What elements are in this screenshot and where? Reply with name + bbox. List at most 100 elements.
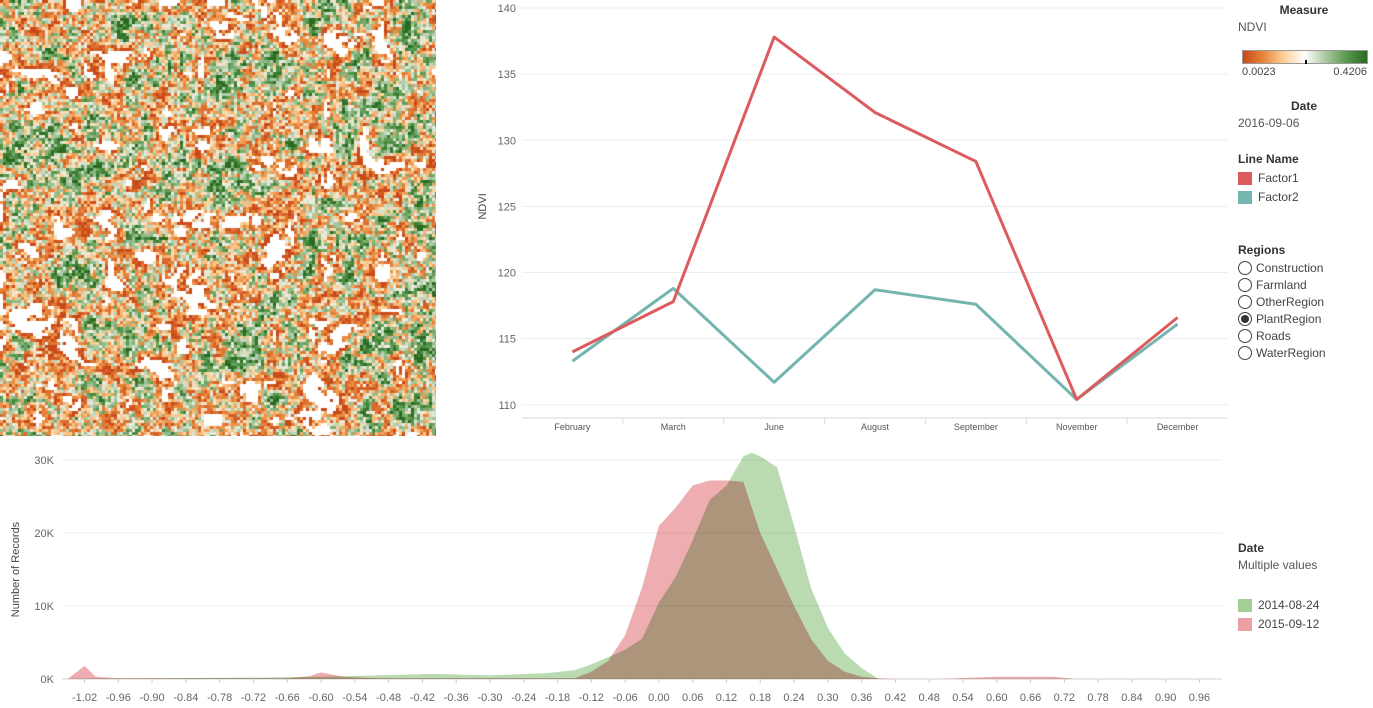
x-tick-label: 0.54 bbox=[952, 692, 973, 704]
x-tick-label: November bbox=[1056, 422, 1098, 432]
radio-icon[interactable] bbox=[1238, 328, 1252, 343]
factor2-swatch bbox=[1238, 190, 1252, 204]
date-2014-swatch bbox=[1238, 598, 1252, 612]
y-tick-label: 120 bbox=[498, 268, 516, 280]
region-label: WaterRegion bbox=[1256, 345, 1326, 360]
radio-icon[interactable] bbox=[1238, 277, 1252, 292]
region-label: Construction bbox=[1256, 260, 1324, 275]
x-tick-label: 0.66 bbox=[1020, 692, 1041, 704]
x-tick-label: 0.96 bbox=[1189, 692, 1210, 704]
x-tick-label: -0.06 bbox=[613, 692, 638, 704]
line-name-legend-title: Line Name bbox=[1238, 152, 1299, 166]
x-tick-label: -0.72 bbox=[241, 692, 266, 704]
date-2015-label: 2015-09-12 bbox=[1258, 617, 1320, 631]
region-label: Roads bbox=[1256, 328, 1291, 343]
radio-icon[interactable] bbox=[1238, 294, 1252, 309]
histogram-area-chart: 0K 10K 20K 30K -1.02 -0.96 -0.90 -0.84 -0.78 -0.7… bbox=[10, 452, 1222, 704]
region-label: Farmland bbox=[1256, 277, 1307, 292]
x-tick-label: 0.60 bbox=[986, 692, 1007, 704]
date-legend: Date 2016-09-06 bbox=[1238, 99, 1370, 130]
y-tick-label: 125 bbox=[498, 201, 516, 213]
region-option-otherregion[interactable]: OtherRegion bbox=[1238, 293, 1370, 310]
date-filter-legend: Date Multiple values 2014-08-24 2015-09-… bbox=[1238, 541, 1370, 631]
x-tick-label: 0.84 bbox=[1121, 692, 1142, 704]
x-tick-label: -0.48 bbox=[376, 692, 401, 704]
date-2014-label: 2014-08-24 bbox=[1258, 598, 1320, 612]
x-tick-label: 0.12 bbox=[716, 692, 737, 704]
x-tick-label: 0.78 bbox=[1087, 692, 1108, 704]
x-tick-label: 0.72 bbox=[1054, 692, 1075, 704]
x-tick-label: -0.18 bbox=[545, 692, 570, 704]
x-tick-label: -0.96 bbox=[106, 692, 131, 704]
region-option-roads[interactable]: Roads bbox=[1238, 327, 1370, 344]
x-tick-label: -0.24 bbox=[511, 692, 536, 704]
ramp-max-label: 0.4206 bbox=[1333, 66, 1367, 78]
date-legend-value: 2016-09-06 bbox=[1238, 116, 1300, 130]
x-tick-label: 0.48 bbox=[918, 692, 939, 704]
y-tick-label: 0K bbox=[41, 674, 55, 686]
legend-item-2015[interactable]: 2015-09-12 bbox=[1238, 617, 1370, 631]
y-axis-title: Number of Records bbox=[10, 521, 22, 617]
region-option-construction[interactable]: Construction bbox=[1238, 259, 1370, 276]
x-tick-label: -0.54 bbox=[342, 692, 367, 704]
ndvi-map bbox=[0, 0, 436, 436]
date-legend-title: Date bbox=[1290, 99, 1317, 113]
x-tick-label: -0.42 bbox=[410, 692, 435, 704]
x-tick-label: -0.78 bbox=[207, 692, 232, 704]
x-tick-label: 0.06 bbox=[682, 692, 703, 704]
region-label: OtherRegion bbox=[1256, 294, 1325, 309]
x-tick-label: June bbox=[764, 422, 784, 432]
area-series-2014-08-24 bbox=[67, 452, 1110, 679]
regions-title: Regions bbox=[1238, 243, 1286, 257]
legend-item-2014[interactable]: 2014-08-24 bbox=[1238, 598, 1370, 612]
ramp-min-label: 0.0023 bbox=[1242, 66, 1276, 78]
date-filter-value[interactable]: Multiple values bbox=[1238, 558, 1318, 572]
measure-legend-value: NDVI bbox=[1238, 20, 1267, 34]
x-tick-label: December bbox=[1157, 422, 1199, 432]
measure-legend: Measure NDVI 0.0023 0.4206 bbox=[1238, 3, 1370, 78]
region-option-waterregion[interactable]: WaterRegion bbox=[1238, 344, 1370, 361]
y-tick-label: 30K bbox=[34, 455, 54, 467]
factor2-label: Factor2 bbox=[1258, 190, 1299, 204]
radio-icon[interactable] bbox=[1238, 260, 1252, 275]
radio-selected-icon[interactable] bbox=[1238, 311, 1252, 326]
region-label: PlantRegion bbox=[1256, 311, 1322, 326]
x-tick-label: -0.66 bbox=[275, 692, 300, 704]
line-name-legend: Line Name Factor1 Factor2 bbox=[1238, 152, 1370, 204]
x-tick-label: February bbox=[554, 422, 591, 432]
date-filter-title: Date bbox=[1238, 541, 1265, 555]
ramp-marker bbox=[1305, 60, 1307, 64]
legend-item-factor2[interactable]: Factor2 bbox=[1238, 190, 1370, 204]
x-tick-label: August bbox=[861, 422, 890, 432]
y-tick-label: 135 bbox=[498, 69, 516, 81]
x-tick-label: 0.18 bbox=[750, 692, 771, 704]
region-option-plantregion[interactable]: PlantRegion bbox=[1238, 310, 1370, 327]
measure-legend-title: Measure bbox=[1279, 3, 1329, 17]
x-tick-label: March bbox=[661, 422, 686, 432]
y-tick-label: 130 bbox=[498, 135, 516, 147]
radio-icon[interactable] bbox=[1238, 345, 1252, 360]
y-tick-label: 115 bbox=[498, 334, 516, 346]
x-tick-label: -0.12 bbox=[579, 692, 604, 704]
region-option-farmland[interactable]: Farmland bbox=[1238, 276, 1370, 293]
x-tick-label: 0.30 bbox=[817, 692, 838, 704]
x-tick-label: -0.84 bbox=[173, 692, 198, 704]
x-tick-label: 0.24 bbox=[783, 692, 804, 704]
line-chart: 110 115 120 125 130 135 140 February March June Au… bbox=[477, 3, 1228, 432]
x-tick-label: 0.90 bbox=[1155, 692, 1176, 704]
y-tick-label: 10K bbox=[34, 601, 54, 613]
area-series-2015-09-12 bbox=[67, 480, 1110, 679]
x-tick-label: -0.60 bbox=[308, 692, 333, 704]
date-2015-swatch bbox=[1238, 617, 1252, 631]
ndvi-color-ramp bbox=[1242, 50, 1368, 64]
regions-filter: Regions Construction Farmland OtherRegio… bbox=[1238, 243, 1370, 361]
y-tick-label: 110 bbox=[498, 400, 516, 412]
x-tick-label: -0.90 bbox=[140, 692, 165, 704]
x-tick-label: -1.02 bbox=[72, 692, 97, 704]
x-tick-label: -0.36 bbox=[444, 692, 469, 704]
x-tick-label: 0.42 bbox=[885, 692, 906, 704]
legend-item-factor1[interactable]: Factor1 bbox=[1238, 171, 1370, 185]
factor1-label: Factor1 bbox=[1258, 171, 1299, 185]
x-tick-label: -0.30 bbox=[477, 692, 502, 704]
x-tick-label: 0.36 bbox=[851, 692, 872, 704]
